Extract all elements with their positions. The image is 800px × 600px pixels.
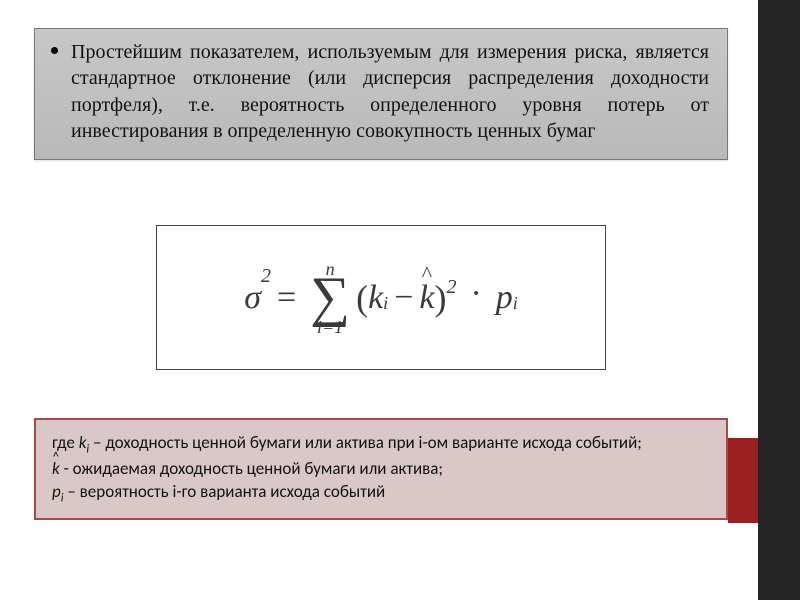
variance-formula: σ2 = n ∑ i=1 ( ki − k )2 · pi	[244, 260, 518, 336]
k-var: k	[368, 279, 383, 317]
legend-line-1: где ki – доходность ценной бумаги или ак…	[52, 432, 710, 458]
multiply-dot: ·	[470, 275, 481, 313]
legend2-var: k	[52, 458, 60, 481]
legend1-rest: – доходность ценной бумаги или актива пр…	[89, 432, 642, 453]
legend2-rest: - ожидаемая доходность ценной бумаги или…	[60, 458, 443, 479]
legend3-rest: – вероятность i-го варианта исхода событ…	[64, 481, 386, 502]
minus-sign: −	[394, 279, 413, 317]
k-hat: k	[419, 279, 434, 317]
slide: Простейшим показателем, используемым для…	[0, 0, 800, 600]
legend3-var: p	[52, 481, 61, 502]
squared-exponent: 2	[261, 265, 271, 288]
legend-line-3: pi – вероятность i-го варианта исхода со…	[52, 481, 710, 507]
legend-text: где ki – доходность ценной бумаги или ак…	[52, 432, 710, 506]
outer-exponent: 2	[446, 276, 456, 299]
right-stripe	[758, 0, 800, 600]
legend-line-2: k - ожидаемая доходность ценной бумаги и…	[52, 458, 710, 481]
summation: n ∑ i=1	[310, 260, 350, 336]
right-accent	[728, 438, 758, 523]
legend-box: где ki – доходность ценной бумаги или ак…	[34, 418, 728, 520]
main-paragraph: Простейшим показателем, используемым для…	[71, 39, 709, 145]
formula-box: σ2 = n ∑ i=1 ( ki − k )2 · pi	[156, 225, 606, 370]
bullet-item: Простейшим показателем, используемым для…	[71, 39, 709, 145]
squared-diff-term: ( ki − k )2	[356, 277, 456, 319]
p-term: pi	[496, 279, 518, 317]
main-text-box: Простейшим показателем, используемым для…	[34, 28, 728, 160]
open-paren: (	[356, 277, 368, 319]
bullet-dot-icon	[51, 47, 58, 54]
sigma-symbol: σ	[244, 279, 261, 316]
p-subscript: i	[513, 293, 518, 314]
close-paren: )	[434, 277, 446, 319]
k-subscript: i	[383, 293, 388, 314]
sigma-squared: σ2	[244, 279, 263, 317]
sum-lower-limit: i=1	[317, 318, 343, 336]
p-var: p	[496, 279, 513, 317]
equals-sign: =	[277, 279, 296, 317]
sigma-sum-icon: ∑	[310, 276, 350, 318]
